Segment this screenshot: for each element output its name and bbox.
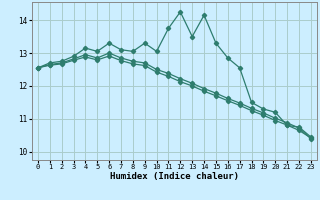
X-axis label: Humidex (Indice chaleur): Humidex (Indice chaleur): [110, 172, 239, 181]
